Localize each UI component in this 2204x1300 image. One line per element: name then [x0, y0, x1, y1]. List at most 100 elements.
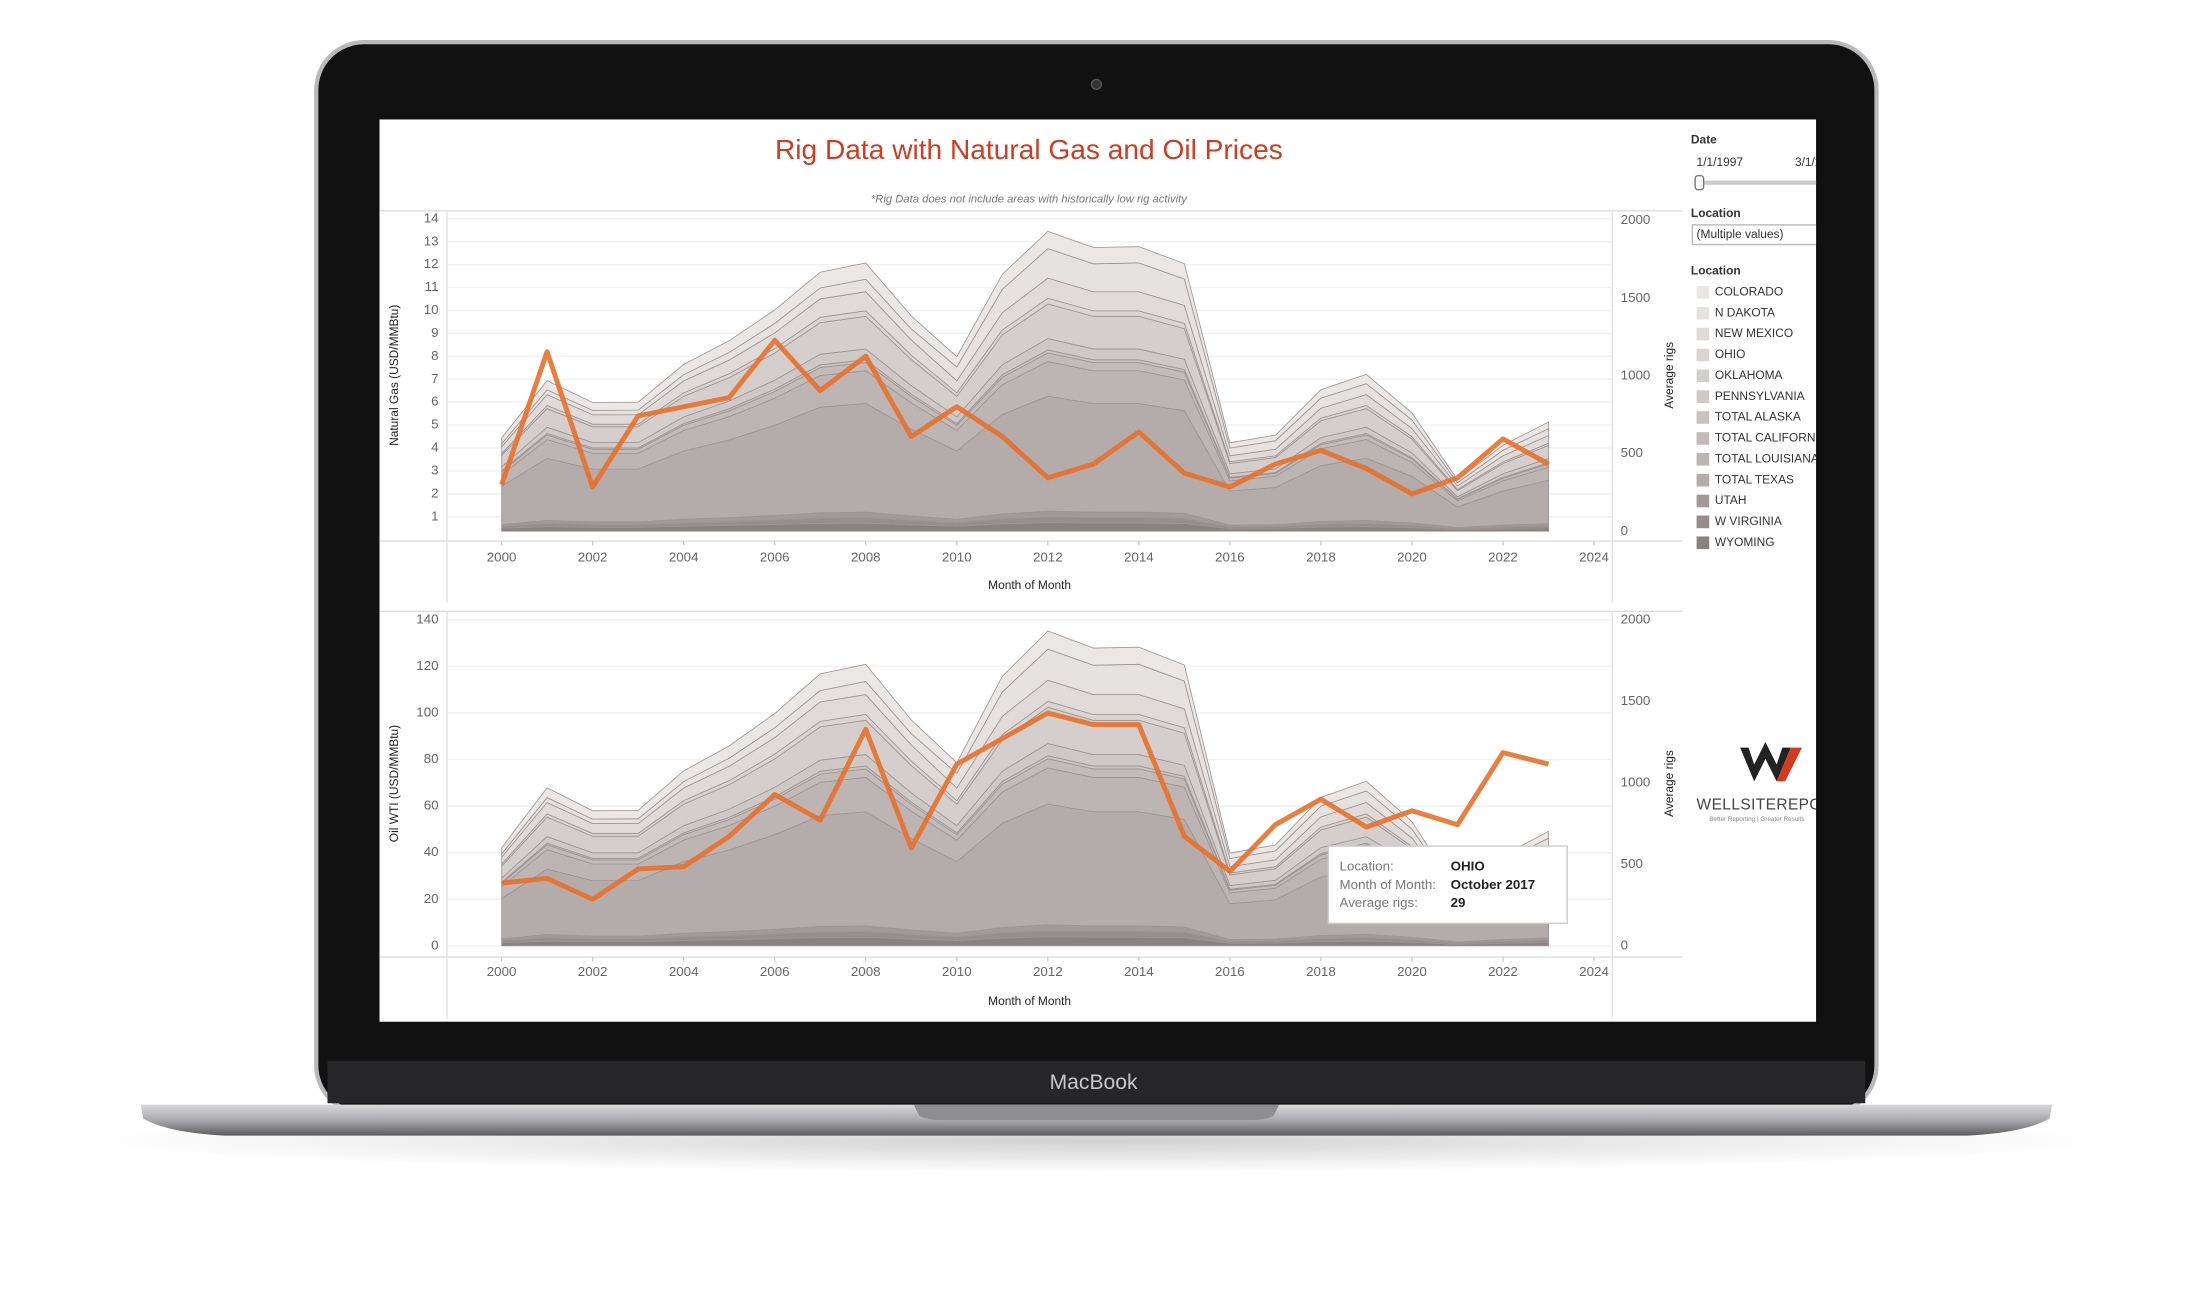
x-tick-label: 2012 — [1033, 964, 1063, 979]
legend-swatch — [1696, 515, 1710, 529]
y-tick-label: 1 — [431, 508, 438, 523]
y-tick-label: 0 — [431, 937, 438, 952]
legend-swatch — [1696, 369, 1710, 383]
y-axis-title: Oil WTI (USD/MMBtu) — [387, 725, 401, 842]
x-axis-title: Month of Month — [988, 578, 1071, 592]
logo-text: WELLSITEREPORT — [1697, 796, 1844, 813]
y-tick-label: 20 — [424, 891, 439, 906]
logo-mark — [1740, 742, 1791, 782]
x-tick-label: 2014 — [1124, 964, 1154, 979]
slider-handle[interactable] — [1694, 174, 1705, 191]
legend-swatch — [1696, 390, 1710, 403]
legend-label: TOTAL CALIFORNIA — [1715, 431, 1827, 445]
x-tick-label: 2014 — [1124, 549, 1154, 564]
y2-axis-title: Average rigs — [1662, 750, 1676, 817]
dropdown-value: (Multiple values) — [1697, 227, 1784, 241]
legend-label: COLORADO — [1715, 284, 1783, 298]
legend-swatch — [1696, 473, 1710, 487]
y2-tick-label: 500 — [1621, 445, 1643, 460]
legend-swatch — [1696, 286, 1710, 299]
filter-start: 1/1/1997 — [1697, 155, 1744, 169]
price-line — [499, 337, 1550, 497]
x-tick-label: 2020 — [1397, 964, 1427, 979]
x-tick-label: 2020 — [1397, 549, 1427, 564]
x-axis-title: Month of Month — [988, 994, 1071, 1008]
x-tick-label: 2018 — [1306, 549, 1336, 564]
base-notch — [913, 1104, 1280, 1121]
rig-area — [501, 630, 1549, 896]
y2-tick-label: 1000 — [1621, 774, 1651, 789]
legend-label: TOTAL TEXAS — [1715, 472, 1794, 486]
legend-swatch — [1696, 494, 1710, 508]
filter-title: Date — [1691, 133, 1717, 147]
y2-tick-label: 0 — [1621, 523, 1628, 538]
tooltip-key: Location: — [1340, 859, 1394, 874]
y2-tick-label: 2000 — [1621, 611, 1651, 626]
logo-accent — [1776, 747, 1802, 782]
legend-label: TOTAL ALASKA — [1715, 410, 1801, 424]
device-label: MacBook — [1050, 1071, 1138, 1094]
y-tick-label: 120 — [416, 658, 438, 673]
y-tick-label: 12 — [424, 256, 439, 271]
legend-swatch — [1696, 432, 1710, 445]
rig-area — [501, 230, 1549, 484]
y-tick-label: 11 — [425, 279, 439, 294]
x-tick-label: 2012 — [1033, 549, 1063, 564]
filter-end: 3/1/2023 — [1795, 155, 1842, 169]
legend-label: TOTAL LOUISIANA — [1715, 451, 1819, 465]
y-tick-label: 9 — [431, 325, 438, 340]
legend: COLORADO N DAKOTA NEW MEXICO OHIO OKLAHOMA PE… — [1696, 284, 1827, 550]
legend-swatch — [1696, 411, 1710, 424]
y2-tick-label: 0 — [1621, 937, 1628, 952]
x-tick-label: 2022 — [1488, 964, 1518, 979]
x-tick-label: 2010 — [942, 549, 972, 564]
tooltip-value: 29 — [1451, 895, 1466, 910]
x-tick-label: 2006 — [760, 964, 790, 979]
y2-tick-label: 1500 — [1621, 290, 1651, 305]
legend-label: N DAKOTA — [1715, 305, 1775, 319]
y-tick-label: 13 — [424, 233, 439, 248]
y-axis-title: Natural Gas (USD/MMBtu) — [387, 305, 401, 446]
x-tick-label: 2010 — [942, 964, 972, 979]
dashboard-title: Rig Data with Natural Gas and Oil Prices — [775, 134, 1283, 165]
y-tick-label: 8 — [431, 348, 438, 363]
tooltip-box — [1327, 845, 1568, 925]
legend-swatch — [1696, 306, 1710, 320]
x-tick-label: 2018 — [1306, 964, 1336, 979]
legend-label: NEW MEXICO — [1715, 326, 1793, 340]
tooltip: Location: OHIO Month of Month: October 2… — [1327, 845, 1568, 925]
y-tick-label: 80 — [424, 751, 439, 766]
chart: 0 20 40 60 80 100 120 140 0 500 1000 1500 2000 2000 20… — [379, 610, 1683, 1019]
legend-label: W VIRGINIA — [1715, 514, 1782, 528]
location-dropdown[interactable] — [1691, 224, 1833, 246]
x-tick-label: 2008 — [851, 964, 881, 979]
tooltip-key: Average rigs: — [1340, 895, 1418, 910]
x-tick-label: 2022 — [1488, 549, 1518, 564]
laptop-base — [140, 1104, 2053, 1136]
y-tick-label: 3 — [431, 462, 438, 477]
x-tick-label: 2002 — [578, 549, 608, 564]
legend-swatch — [1696, 536, 1710, 550]
y2-tick-label: 2000 — [1621, 212, 1651, 227]
x-tick-label: 2024 — [1579, 964, 1609, 979]
y-tick-label: 10 — [424, 302, 439, 317]
tooltip-key: Month of Month: — [1340, 877, 1436, 892]
legend-label: OHIO — [1715, 347, 1746, 361]
logo-tagline: Better Reporting | Greater Results — [1709, 816, 1804, 823]
y2-axis-title: Average rigs — [1662, 342, 1676, 409]
legend-label: UTAH — [1715, 493, 1747, 507]
x-tick-label: 2000 — [487, 549, 517, 564]
x-tick-label: 2008 — [851, 549, 881, 564]
price-line — [501, 710, 1550, 902]
y-tick-label: 5 — [431, 417, 438, 432]
tooltip-value: OHIO — [1451, 859, 1485, 874]
y-tick-label: 40 — [424, 844, 439, 859]
y-tick-label: 6 — [431, 394, 438, 409]
y-tick-label: 7 — [431, 371, 438, 386]
logo: WELLSITEREPORT Better Reporting | Greate… — [1697, 742, 1844, 823]
legend-swatch — [1696, 327, 1710, 341]
legend-label: WYOMING — [1715, 535, 1775, 549]
